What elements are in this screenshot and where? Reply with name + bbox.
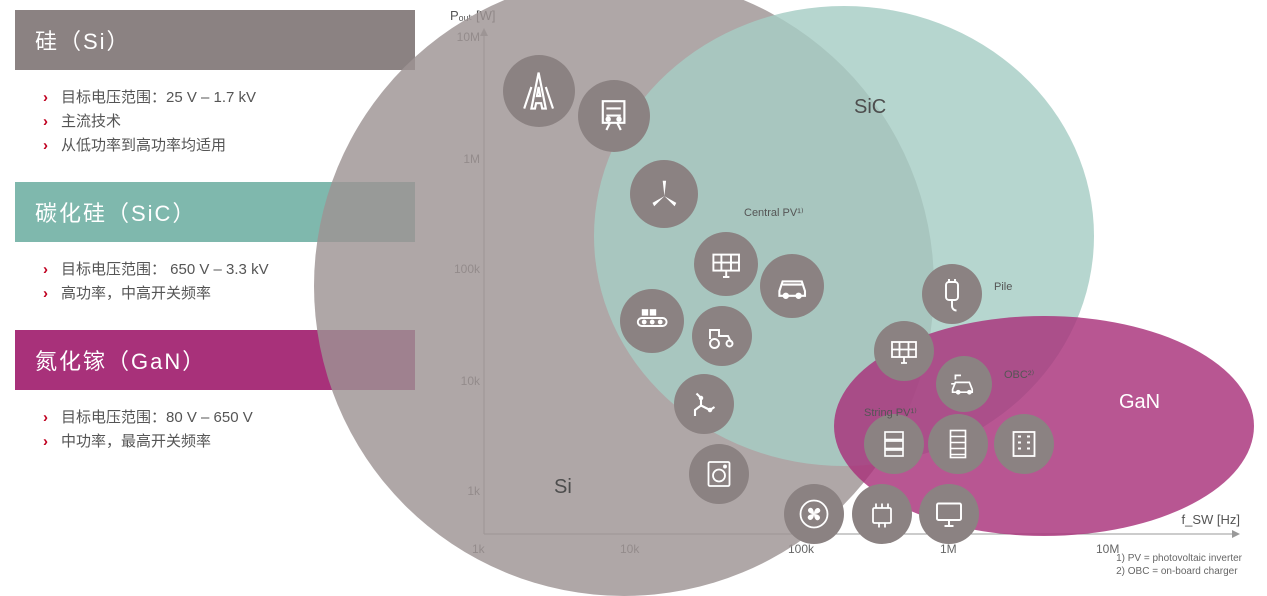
region-label-sic: SiC bbox=[854, 96, 886, 119]
tower-icon bbox=[503, 55, 575, 127]
rack-icon bbox=[928, 414, 988, 474]
footnotes: 1) PV = photovoltaic inverter2) OBC = on… bbox=[1116, 552, 1242, 578]
annotation: Pile bbox=[994, 281, 1012, 293]
card-bullet: 目标电压范围：25 V – 1.7 kV bbox=[43, 86, 395, 110]
conveyor-icon bbox=[620, 289, 684, 353]
solar2-icon bbox=[874, 321, 934, 381]
robot-icon bbox=[674, 374, 734, 434]
region-label-si: Si bbox=[554, 476, 572, 499]
annotation: Central PV¹⁾ bbox=[744, 206, 804, 219]
wind-icon bbox=[630, 160, 698, 228]
tractor-icon bbox=[692, 306, 752, 366]
building-icon bbox=[994, 414, 1054, 474]
region-label-gan: GaN bbox=[1119, 391, 1160, 414]
train-icon bbox=[578, 80, 650, 152]
chip-icon bbox=[852, 484, 912, 544]
solar-icon bbox=[694, 232, 758, 296]
fan-icon bbox=[784, 484, 844, 544]
card-bullet: 主流技术 bbox=[43, 110, 395, 134]
annotation: OBC²⁾ bbox=[1004, 368, 1034, 381]
car-icon bbox=[760, 254, 824, 318]
annotation: String PV¹⁾ bbox=[864, 406, 917, 419]
monitor-icon bbox=[919, 484, 979, 544]
x-tick: 1M bbox=[940, 542, 957, 556]
card-header-0: 硅（Si） bbox=[15, 10, 415, 70]
card-bullet: 中功率，最高开关频率 bbox=[43, 430, 395, 454]
plug-icon bbox=[922, 264, 982, 324]
x-axis-label: f_SW [Hz] bbox=[1181, 512, 1240, 527]
server-icon bbox=[864, 414, 924, 474]
obc-icon bbox=[936, 356, 992, 412]
washer-icon bbox=[689, 444, 749, 504]
